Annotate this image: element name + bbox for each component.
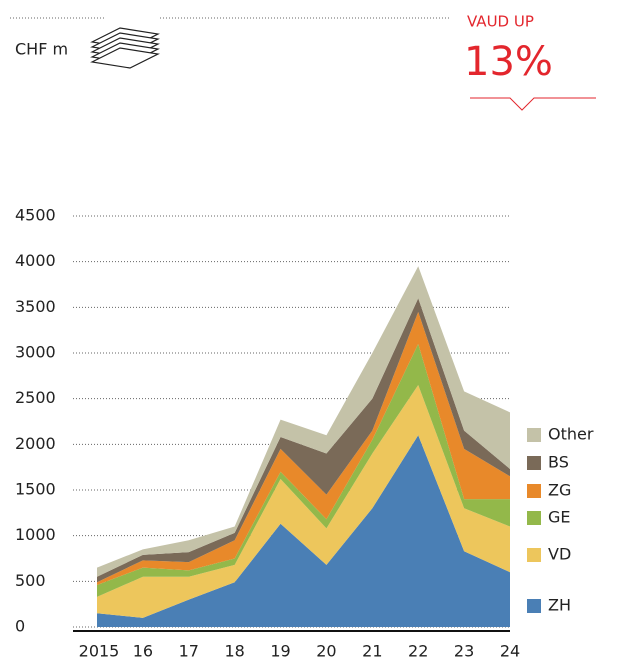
y-tick-label: 0 (15, 617, 25, 636)
x-tick-label: 24 (500, 642, 520, 661)
legend-swatch (527, 548, 541, 562)
x-tick-label: 23 (454, 642, 474, 661)
y-tick-label: 4000 (15, 251, 56, 270)
legend-label: ZH (548, 596, 571, 615)
legend-label: VD (548, 545, 571, 564)
legend-swatch (527, 599, 541, 613)
annotation-rule (470, 97, 596, 111)
legend-label: GE (548, 508, 571, 527)
x-tick-label: 2015 (79, 642, 120, 661)
annotation-title: VAUD UP (467, 13, 534, 31)
x-tick-label: 17 (179, 642, 199, 661)
legend-label: BS (548, 453, 569, 472)
y-tick-label: 500 (15, 571, 46, 590)
unit-label: CHF m (15, 40, 68, 59)
area (97, 384, 510, 618)
legend-swatch (527, 456, 541, 470)
area (97, 435, 510, 627)
y-tick-label: 1500 (15, 480, 56, 499)
legend-swatch (527, 484, 541, 498)
legend-swatch (527, 511, 541, 525)
area (97, 343, 510, 597)
y-tick-label: 1000 (15, 525, 56, 544)
legend-swatch (527, 428, 541, 442)
x-tick-label: 19 (270, 642, 290, 661)
x-tick-label: 16 (133, 642, 153, 661)
legend-label: Other (548, 425, 594, 444)
annotation-value: 13% (464, 39, 553, 85)
x-tick-label: 22 (408, 642, 428, 661)
y-tick-label: 3500 (15, 297, 56, 316)
legend-label: ZG (548, 481, 571, 500)
y-tick-label: 4500 (15, 206, 56, 225)
y-tick-label: 2500 (15, 388, 56, 407)
x-tick-label: 18 (224, 642, 244, 661)
y-tick-label: 3000 (15, 343, 56, 362)
x-tick-label: 20 (316, 642, 336, 661)
banknote-icon (90, 27, 160, 69)
y-tick-label: 2000 (15, 434, 56, 453)
x-tick-label: 21 (362, 642, 382, 661)
